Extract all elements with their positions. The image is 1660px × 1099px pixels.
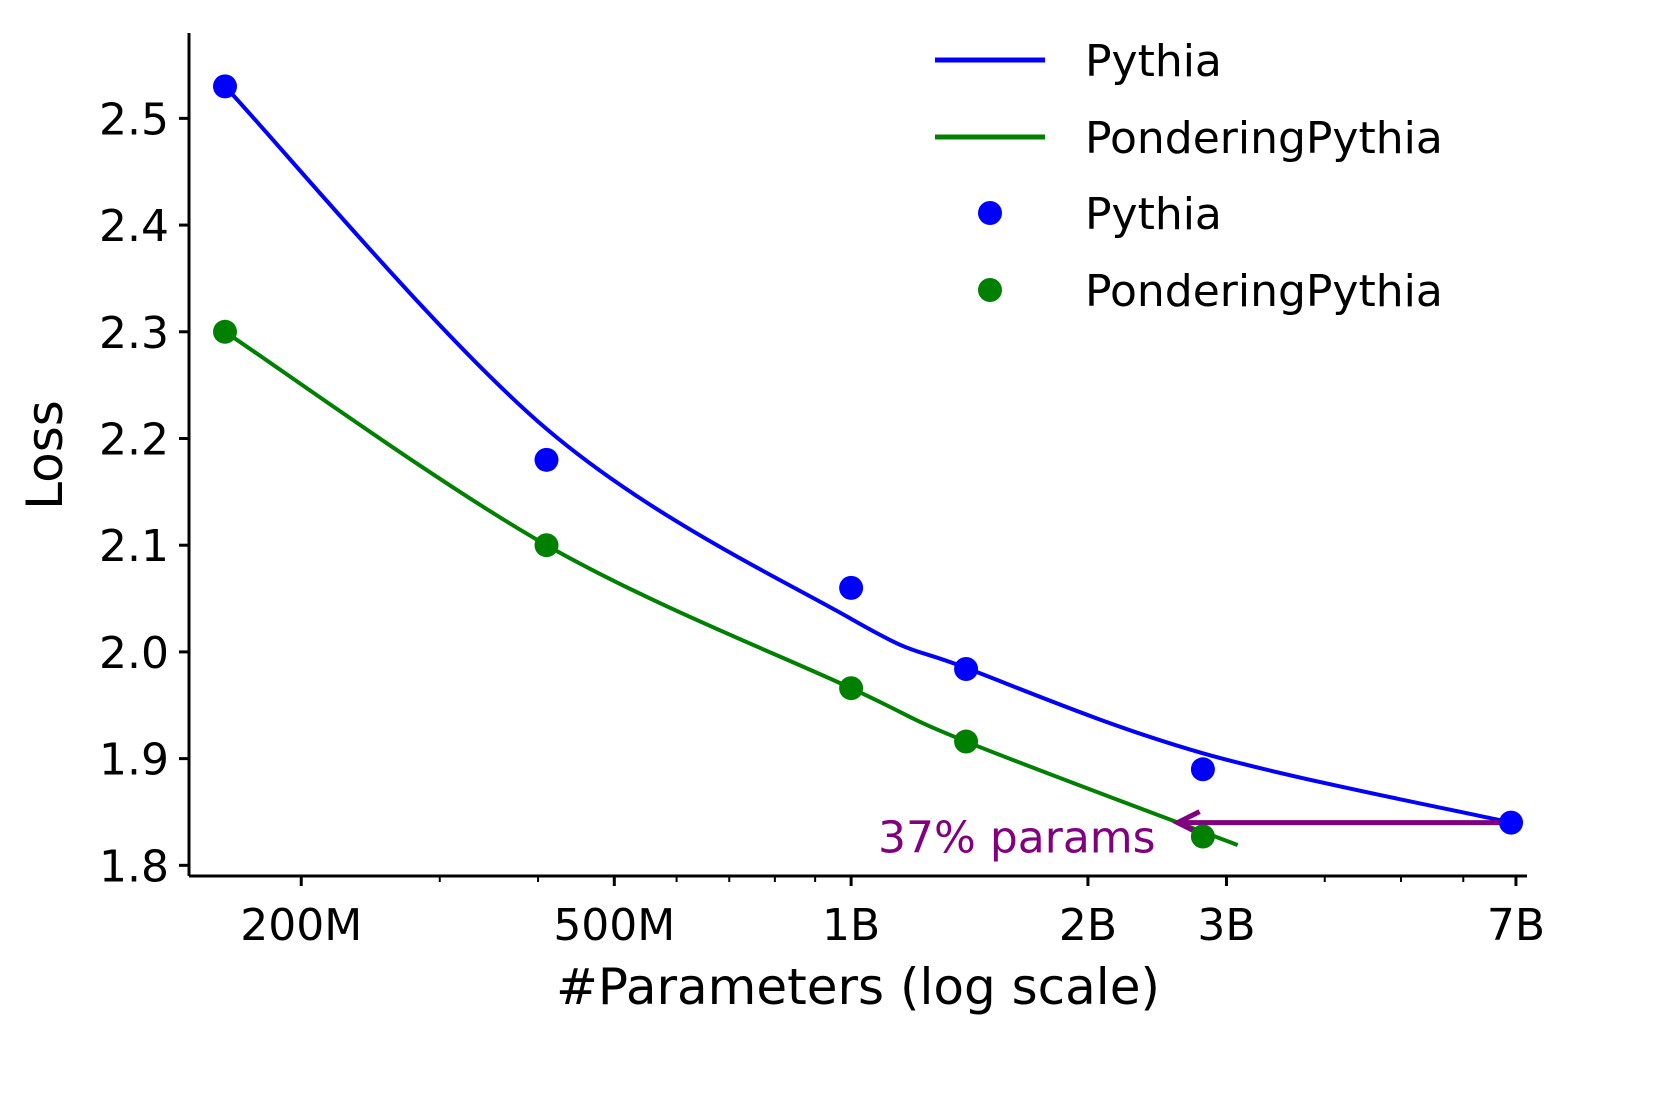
data-point-pythia xyxy=(839,575,864,600)
x-tick-label: 3B xyxy=(1197,900,1255,951)
data-point-pythia xyxy=(954,656,979,681)
data-point-pythia xyxy=(1499,810,1524,835)
legend: Pythia PonderingPythia Pythia PonderingP… xyxy=(935,36,1443,317)
x-axis-label: #Parameters (log scale) xyxy=(556,958,1160,1016)
y-tick-label: 2.4 xyxy=(99,201,169,252)
y-tick-label: 2.0 xyxy=(99,628,169,679)
legend-label-pythia-line: Pythia xyxy=(1085,36,1222,87)
y-axis-label: Loss xyxy=(16,400,74,510)
y-tick-label: 1.9 xyxy=(99,735,169,786)
data-point-ponderingpythia xyxy=(1190,824,1215,849)
legend-marker-pondering xyxy=(978,278,1002,302)
legend-marker-pythia xyxy=(978,201,1002,225)
y-tick-label: 2.2 xyxy=(99,414,169,465)
annotation-label: 37% params xyxy=(878,813,1156,864)
fit-line-ponderingpythia xyxy=(223,330,1239,847)
y-tick-label: 2.5 xyxy=(99,94,169,145)
data-point-ponderingpythia xyxy=(534,533,559,558)
data-point-pythia xyxy=(534,447,559,472)
data-point-ponderingpythia xyxy=(212,319,237,344)
data-point-pythia xyxy=(1190,757,1215,782)
legend-label-pythia-points: Pythia xyxy=(1085,189,1222,240)
x-tick-label: 500M xyxy=(553,900,675,951)
x-tick-label: 200M xyxy=(240,900,362,951)
x-tick-label: 7B xyxy=(1487,900,1545,951)
legend-label-pondering-points: PonderingPythia xyxy=(1085,266,1443,317)
data-point-ponderingpythia xyxy=(954,729,979,754)
x-tick-label: 1B xyxy=(822,900,880,951)
y-tick-label: 2.1 xyxy=(99,521,169,572)
data-point-pythia xyxy=(212,74,237,99)
y-tick-label: 2.3 xyxy=(99,308,169,359)
legend-label-pondering-line: PonderingPythia xyxy=(1085,113,1443,164)
x-tick-label: 2B xyxy=(1059,900,1117,951)
annotation-arrowhead xyxy=(1171,809,1201,836)
data-point-ponderingpythia xyxy=(839,676,864,701)
y-tick-label: 1.8 xyxy=(99,841,169,892)
fit-line-pythia xyxy=(223,84,1512,825)
